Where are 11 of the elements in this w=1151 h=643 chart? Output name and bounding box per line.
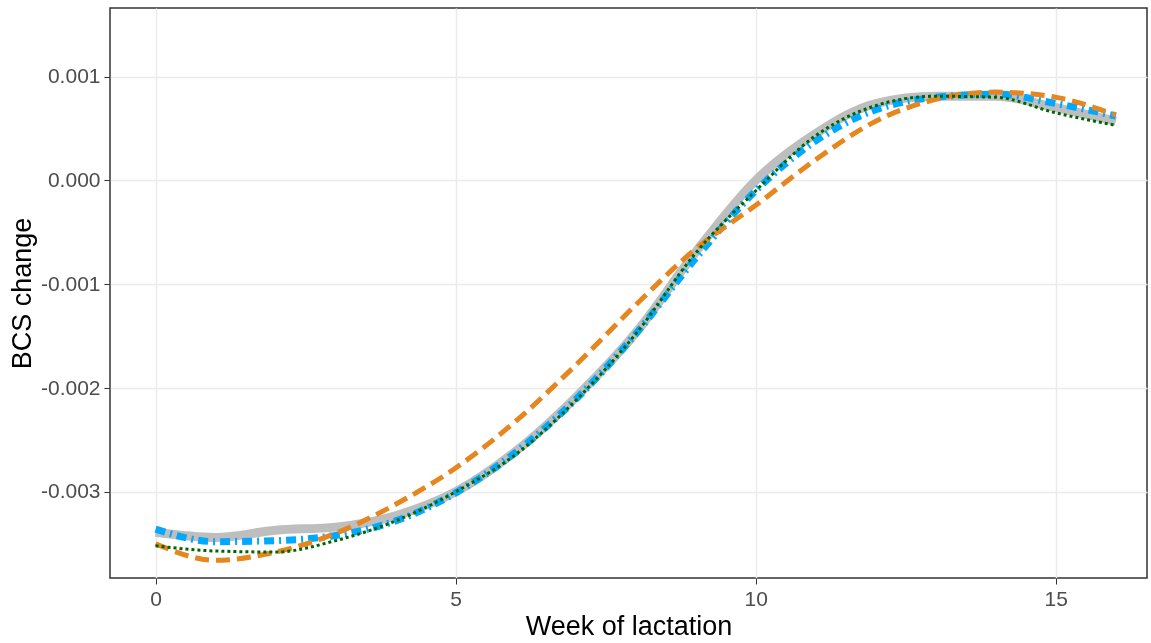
y-tick-label: -0.003 (40, 479, 101, 503)
x-tick-label: 5 (450, 586, 463, 610)
x-axis-title: Week of lactation (525, 610, 733, 641)
x-tick-label: 15 (1044, 586, 1068, 610)
y-tick-label: -0.002 (40, 375, 101, 399)
x-tick-label: 10 (744, 586, 768, 610)
y-tick-label: 0.000 (47, 167, 101, 191)
x-tick-label: 0 (150, 586, 162, 610)
y-axis-title: BCS change (6, 217, 37, 370)
y-tick-label: -0.001 (40, 271, 101, 295)
y-tick-label: 0.001 (47, 64, 101, 88)
